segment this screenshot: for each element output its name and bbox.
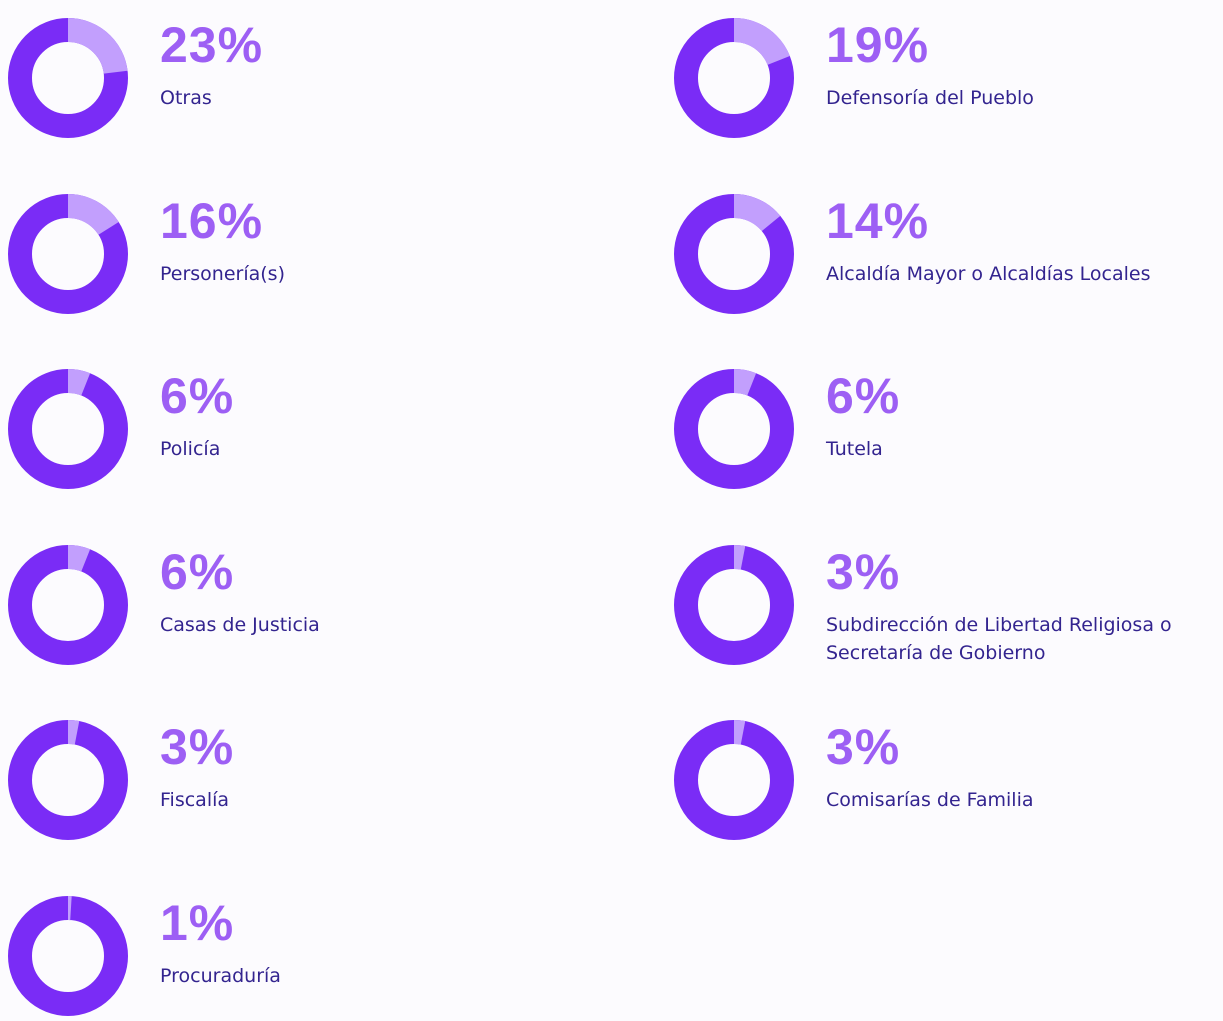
donut-segment [674, 18, 794, 138]
donut [674, 18, 794, 138]
percent-label: 23% [160, 17, 264, 73]
donut-ring [8, 720, 128, 840]
donut [8, 18, 128, 138]
donut [674, 369, 794, 489]
donut [674, 193, 794, 314]
donut [674, 544, 794, 665]
percent-label: 19% [826, 17, 930, 73]
category-label: Defensoría del Pueblo [826, 87, 1034, 109]
percent-label: 3% [160, 719, 235, 775]
percent-label: 6% [160, 368, 235, 424]
donut-segment [674, 720, 794, 840]
percent-label: 3% [826, 543, 901, 600]
percent-label: 1% [160, 894, 235, 951]
donut-ring [674, 369, 794, 489]
percent-label: 6% [826, 368, 901, 424]
donut-segment [8, 193, 128, 314]
donut-segment [8, 18, 128, 138]
percent-label: 3% [826, 719, 901, 775]
donut-segment [8, 544, 128, 665]
donut-ring [8, 544, 128, 665]
donut-ring [8, 369, 128, 489]
category-label: Alcaldía Mayor o Alcaldías Locales [826, 262, 1151, 285]
donut-segment [8, 720, 128, 840]
donut-segment [674, 369, 794, 489]
donut [8, 544, 128, 665]
donut-ring [8, 895, 128, 1016]
donut-ring [674, 544, 794, 665]
donut-segment [8, 369, 128, 489]
category-label: Policía [160, 438, 221, 460]
donut-segment [674, 193, 794, 314]
donut [674, 720, 794, 840]
category-label: Fiscalía [160, 789, 230, 811]
donut-segment [8, 895, 128, 1016]
category-label: Personería(s) [160, 262, 285, 285]
donut-segment [674, 544, 794, 665]
percent-label: 14% [826, 192, 930, 249]
category-label: Procuraduría [160, 964, 281, 987]
category-label: Otras [160, 87, 212, 109]
donut [8, 369, 128, 489]
donut [8, 193, 128, 314]
category-label: Tutela [826, 438, 883, 460]
category-label: Comisarías de Familia [826, 789, 1034, 811]
category-label: Casas de Justicia [160, 613, 320, 636]
percent-label: 6% [160, 543, 235, 600]
donut [8, 720, 128, 840]
donut-ring [674, 720, 794, 840]
percent-label: 16% [160, 192, 264, 249]
donut [8, 895, 128, 1016]
category-label: Subdirección de Libertad Religiosa o Sec… [826, 613, 1172, 664]
